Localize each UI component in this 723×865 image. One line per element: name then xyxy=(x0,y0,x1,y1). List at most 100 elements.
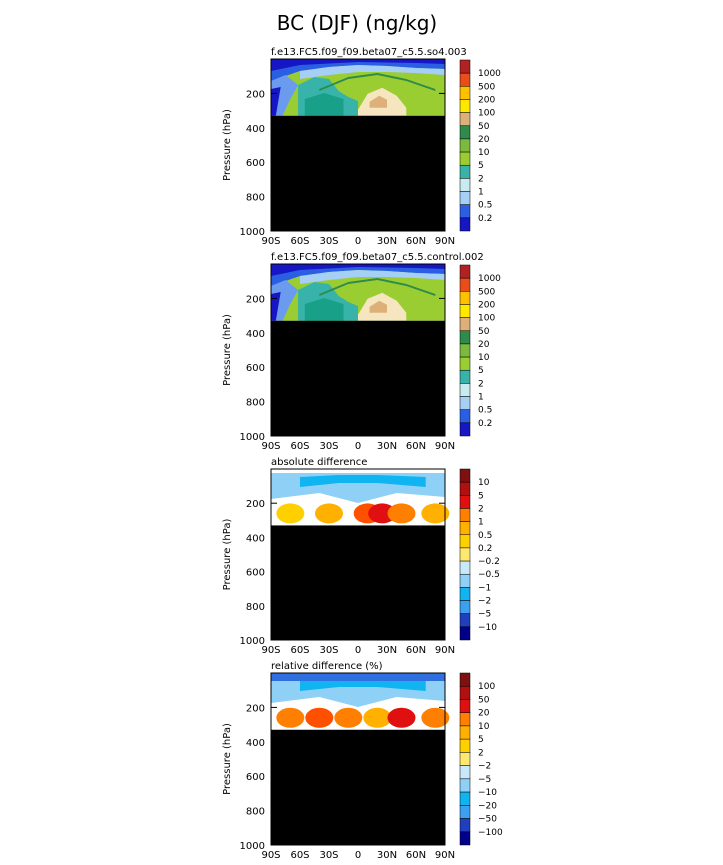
x-tick-label: 30N xyxy=(377,645,397,656)
field-band-strat xyxy=(271,59,445,81)
colorbar-box xyxy=(459,495,471,509)
colorbar-label: 50 xyxy=(478,695,490,705)
y-axis-label: Pressure (hPa) xyxy=(222,519,233,591)
colorbar-label: 500 xyxy=(478,287,495,297)
colorbar-box xyxy=(459,508,471,522)
field-neg-core xyxy=(300,679,426,691)
field-hotspot-core xyxy=(369,95,387,108)
x-tick-label: 60N xyxy=(406,236,426,247)
figure-title: BC (DJF) (ng/kg) xyxy=(277,11,437,35)
field-south-polar-core xyxy=(271,87,281,116)
colorbar-label: 0.2 xyxy=(478,214,492,224)
colorbar-label: 2 xyxy=(478,504,484,514)
colorbar-label: −0.5 xyxy=(478,570,500,580)
missing-data-mask xyxy=(271,115,445,231)
colorbar-box xyxy=(459,217,471,232)
colorbar-box xyxy=(459,805,471,819)
x-tick-label: 60S xyxy=(290,645,309,656)
colorbar-box xyxy=(459,573,471,588)
colorbar-label: −1 xyxy=(478,583,491,593)
y-tick-label: 800 xyxy=(246,807,265,818)
colorbar-box xyxy=(459,685,471,700)
colorbar-label: 2 xyxy=(478,174,484,184)
colorbar-box xyxy=(459,560,471,575)
colorbar-label: 1 xyxy=(478,188,484,198)
x-tick-label: 30S xyxy=(319,236,338,247)
colorbar-box xyxy=(459,600,471,614)
colorbar-label: 1000 xyxy=(478,69,501,79)
colorbar-label: 20 xyxy=(478,135,490,145)
colorbar-label: 5 xyxy=(478,366,484,376)
colorbar-label: −2 xyxy=(478,597,491,607)
colorbar-label: 10 xyxy=(478,722,490,732)
colorbar-label: 100 xyxy=(478,682,495,692)
colorbar-box xyxy=(459,699,471,713)
x-tick-label: 90S xyxy=(261,645,280,656)
colorbar-label: 2 xyxy=(478,748,484,758)
colorbar-label: 0.5 xyxy=(478,531,492,541)
field-pos-blob xyxy=(276,707,305,728)
y-tick-label: 400 xyxy=(246,738,265,749)
colorbar-label: 0.2 xyxy=(478,419,492,429)
x-tick-label: 30S xyxy=(319,645,338,656)
panel-4: relative difference (%) Pressure (hPa) 200… xyxy=(222,661,503,861)
field-teal-dark xyxy=(304,93,344,116)
colorbar-label: −0.2 xyxy=(478,557,500,567)
panel-2: f.e13.FC5.f09_f09.beta07_c5.5.control.00… xyxy=(222,252,501,452)
missing-data-mask xyxy=(271,525,445,640)
colorbar-box xyxy=(459,818,471,833)
field-pos-blob xyxy=(387,503,416,524)
field-band-mid xyxy=(300,270,445,284)
field-pos-blob xyxy=(421,503,450,524)
x-tick-label: 30N xyxy=(377,441,397,452)
field-contour-10 xyxy=(319,278,436,296)
field-band-strat xyxy=(271,264,445,286)
colorbar-box xyxy=(459,138,471,153)
field-pos-blob xyxy=(305,707,334,728)
panels: f.e13.FC5.f09_f09.beta07_c5.5.so4.003 Pre… xyxy=(222,47,503,861)
field-contour-10 xyxy=(319,73,436,91)
panel-title: f.e13.FC5.f09_f09.beta07_c5.5.control.00… xyxy=(271,252,484,263)
colorbar-label: 0.5 xyxy=(478,201,492,211)
field-hotspot-core xyxy=(369,300,387,313)
field-neg-core xyxy=(300,475,426,487)
colorbar-label: 0.5 xyxy=(478,406,492,416)
x-tick-label: 90N xyxy=(435,645,455,656)
x-tick-label: 60N xyxy=(406,850,426,861)
panel-title: relative difference (%) xyxy=(271,661,383,672)
colorbar-label: 1000 xyxy=(478,274,501,284)
x-tick-label: 60N xyxy=(406,645,426,656)
y-tick-label: 600 xyxy=(246,158,265,169)
panel-3: absolute difference Pressure (hPa) 200 400 6… xyxy=(222,457,500,656)
colorbar-box xyxy=(459,587,471,601)
colorbar-label: 0.2 xyxy=(478,544,492,554)
field-pos-blob xyxy=(276,503,305,524)
colorbar-label: 10 xyxy=(478,353,490,363)
colorbar-box xyxy=(459,330,471,345)
x-tick-label: 90S xyxy=(261,850,280,861)
colorbar-box xyxy=(459,481,471,496)
y-tick-label: 200 xyxy=(246,89,265,100)
missing-data-mask xyxy=(271,729,445,845)
colorbar-label: −10 xyxy=(478,788,497,798)
y-tick-label: 1000 xyxy=(240,841,265,852)
colorbar-box xyxy=(459,422,471,437)
field-pos-blob xyxy=(363,707,392,728)
colorbar-label: −20 xyxy=(478,801,497,811)
colorbar-box xyxy=(459,277,471,292)
colorbar-box xyxy=(459,291,471,305)
colorbar-box xyxy=(459,409,471,424)
y-tick-label: 200 xyxy=(246,703,265,714)
colorbar-box xyxy=(459,343,471,358)
y-axis-label: Pressure (hPa) xyxy=(222,723,233,795)
colorbar-box xyxy=(459,626,471,641)
colorbar-label: 5 xyxy=(478,735,484,745)
field-pos-blob xyxy=(368,503,397,524)
x-tick-label: 90N xyxy=(435,236,455,247)
colorbar-box xyxy=(459,264,471,279)
field-band-mid xyxy=(300,65,445,79)
y-tick-label: 200 xyxy=(246,294,265,305)
colorbar-box xyxy=(459,396,471,410)
colorbar-box xyxy=(459,356,471,371)
